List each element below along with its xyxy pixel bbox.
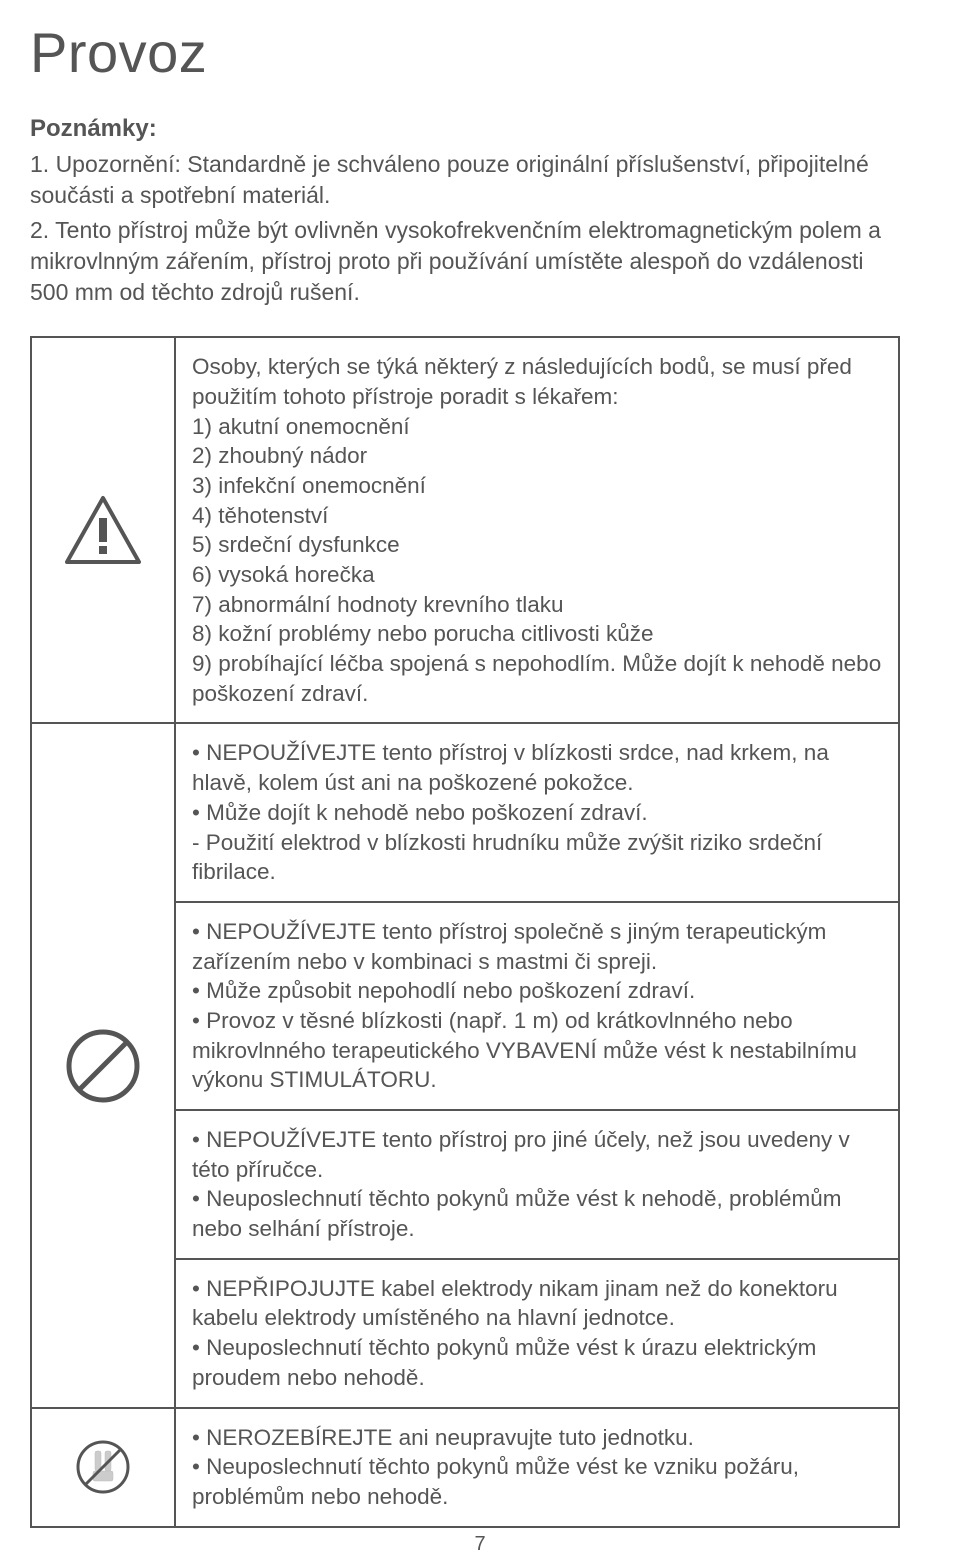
nodisassemble-icon-cell [31, 1408, 175, 1527]
warning-table: Osoby, kterých se týká některý z následu… [30, 336, 900, 1527]
prohibit3-text: • NEPOUŽÍVEJTE tento přístroj pro jiné ú… [192, 1125, 882, 1244]
notes-heading: Poznámky: [30, 115, 900, 143]
prohibition-icon-cell [31, 723, 175, 1407]
prohibit4-cell: • NEPŘIPOJUJTE kabel elektrody nikam jin… [175, 1259, 899, 1408]
caution-icon-cell [31, 337, 175, 723]
prohibit2-text: • NEPOUŽÍVEJTE tento přístroj společně s… [192, 917, 882, 1095]
nodisassemble-text-cell: • NEROZEBÍREJTE ani neupravujte tuto jed… [175, 1408, 899, 1527]
prohibit2-cell: • NEPOUŽÍVEJTE tento přístroj společně s… [175, 902, 899, 1110]
caution-text-cell: Osoby, kterých se týká některý z následu… [175, 337, 899, 723]
prohibit1-text: • NEPOUŽÍVEJTE tento přístroj v blízkost… [192, 738, 882, 886]
no-disassemble-icon [75, 1439, 131, 1495]
page: Provoz Poznámky: 1. Upozornění: Standard… [0, 0, 960, 1568]
page-title: Provoz [30, 20, 900, 85]
caution-triangle-icon [63, 494, 143, 566]
nodisassemble-text: • NEROZEBÍREJTE ani neupravujte tuto jed… [192, 1423, 882, 1512]
note-2: 2. Tento přístroj může být ovlivněn vyso… [30, 215, 900, 308]
caution-text: Osoby, kterých se týká některý z následu… [192, 352, 882, 708]
prohibition-icon [64, 1027, 142, 1105]
prohibit4-text: • NEPŘIPOJUJTE kabel elektrody nikam jin… [192, 1274, 882, 1393]
prohibit3-cell: • NEPOUŽÍVEJTE tento přístroj pro jiné ú… [175, 1110, 899, 1259]
prohibit1-cell: • NEPOUŽÍVEJTE tento přístroj v blízkost… [175, 723, 899, 901]
note-1: 1. Upozornění: Standardně je schváleno p… [30, 149, 900, 211]
page-number: 7 [0, 1533, 960, 1556]
